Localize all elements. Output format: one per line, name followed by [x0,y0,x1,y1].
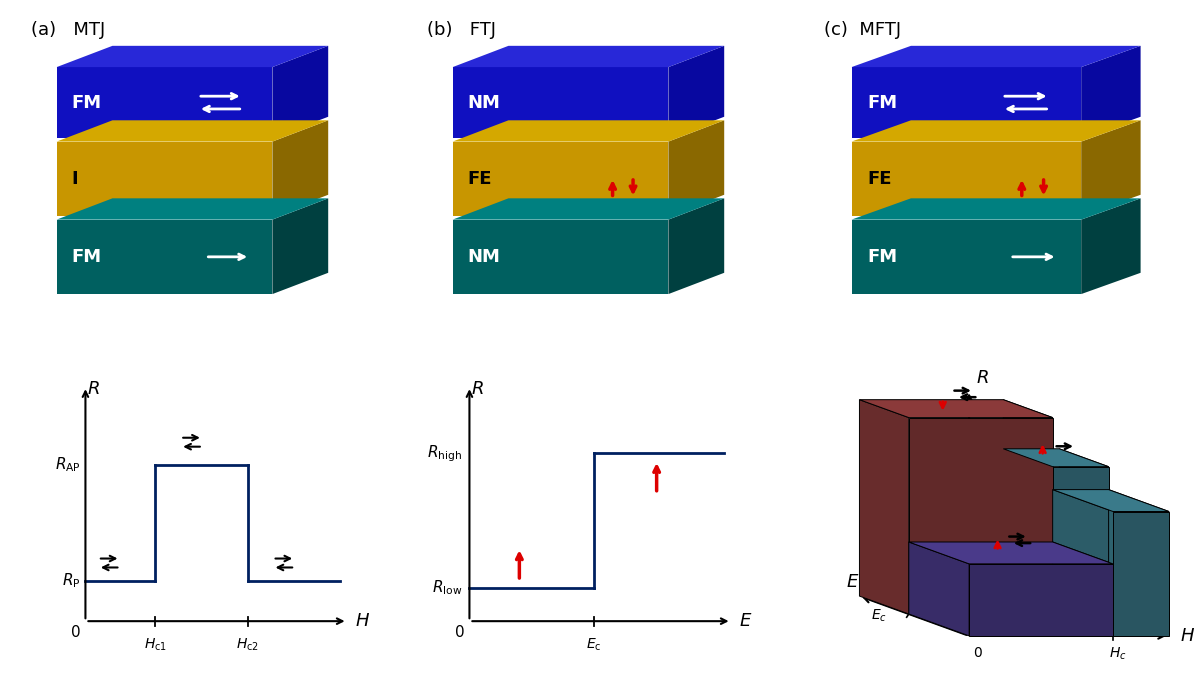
Text: FM: FM [868,93,898,112]
Text: $H_{\rm c1}$: $H_{\rm c1}$ [144,637,167,653]
Polygon shape [452,120,725,142]
Polygon shape [272,46,329,138]
Polygon shape [1060,449,1109,614]
Text: 0: 0 [973,646,983,659]
Polygon shape [668,198,725,294]
Polygon shape [1109,490,1169,636]
Polygon shape [56,198,329,220]
Polygon shape [1081,198,1140,294]
Polygon shape [908,417,1052,614]
Text: $R$: $R$ [86,380,100,398]
Polygon shape [852,67,1081,138]
Polygon shape [452,67,668,138]
Polygon shape [56,46,329,67]
Polygon shape [859,400,908,614]
Polygon shape [668,120,725,216]
Polygon shape [1052,490,1112,636]
Text: $R$: $R$ [976,369,989,387]
Text: FM: FM [72,93,102,112]
Text: 0: 0 [455,625,464,640]
Polygon shape [272,120,329,216]
Text: $R_{\rm P}$: $R_{\rm P}$ [62,572,80,590]
Polygon shape [56,220,272,294]
Text: NM: NM [468,93,500,112]
Text: $R$: $R$ [470,380,484,398]
Polygon shape [852,142,1081,216]
Polygon shape [452,220,668,294]
Text: NM: NM [468,248,500,266]
Polygon shape [852,120,1140,142]
Text: $E$: $E$ [739,612,752,630]
Polygon shape [1112,512,1169,636]
Polygon shape [852,220,1081,294]
Polygon shape [908,542,970,636]
Text: $H_{\rm c2}$: $H_{\rm c2}$ [236,637,259,653]
Polygon shape [970,564,1112,636]
Polygon shape [852,46,1140,67]
Text: FE: FE [868,170,892,188]
Polygon shape [56,67,272,138]
Text: FM: FM [72,248,102,266]
Text: $E_c$: $E_c$ [871,608,887,624]
Text: I: I [72,170,78,188]
Text: (b)   FTJ: (b) FTJ [427,21,496,39]
Text: (a)   MTJ: (a) MTJ [31,21,104,39]
Polygon shape [56,142,272,216]
Polygon shape [452,142,668,216]
Text: $E$: $E$ [846,573,859,591]
Polygon shape [452,46,725,67]
Polygon shape [1003,400,1052,614]
Polygon shape [1081,46,1140,138]
Text: FM: FM [868,248,898,266]
Polygon shape [1052,466,1109,614]
Polygon shape [908,542,1112,564]
Polygon shape [1081,120,1140,216]
Polygon shape [852,198,1140,220]
Polygon shape [272,198,329,294]
Polygon shape [1003,449,1109,466]
Text: (c)  MFTJ: (c) MFTJ [823,21,901,39]
Text: $H$: $H$ [1180,627,1195,645]
Polygon shape [1052,490,1169,512]
Polygon shape [56,120,329,142]
Polygon shape [859,400,1052,417]
Polygon shape [1052,542,1112,636]
Text: $R_{\rm high}$: $R_{\rm high}$ [427,443,462,464]
Text: $H_c$: $H_c$ [1109,646,1127,662]
Text: $R_{\rm AP}$: $R_{\rm AP}$ [54,455,80,474]
Text: FE: FE [468,170,492,188]
Polygon shape [668,46,725,138]
Text: $H$: $H$ [355,612,370,630]
Text: $E_{\rm c}$: $E_{\rm c}$ [587,637,602,653]
Polygon shape [452,198,725,220]
Text: 0: 0 [71,625,80,640]
Text: $R_{\rm low}$: $R_{\rm low}$ [432,578,462,597]
Polygon shape [1003,449,1052,614]
